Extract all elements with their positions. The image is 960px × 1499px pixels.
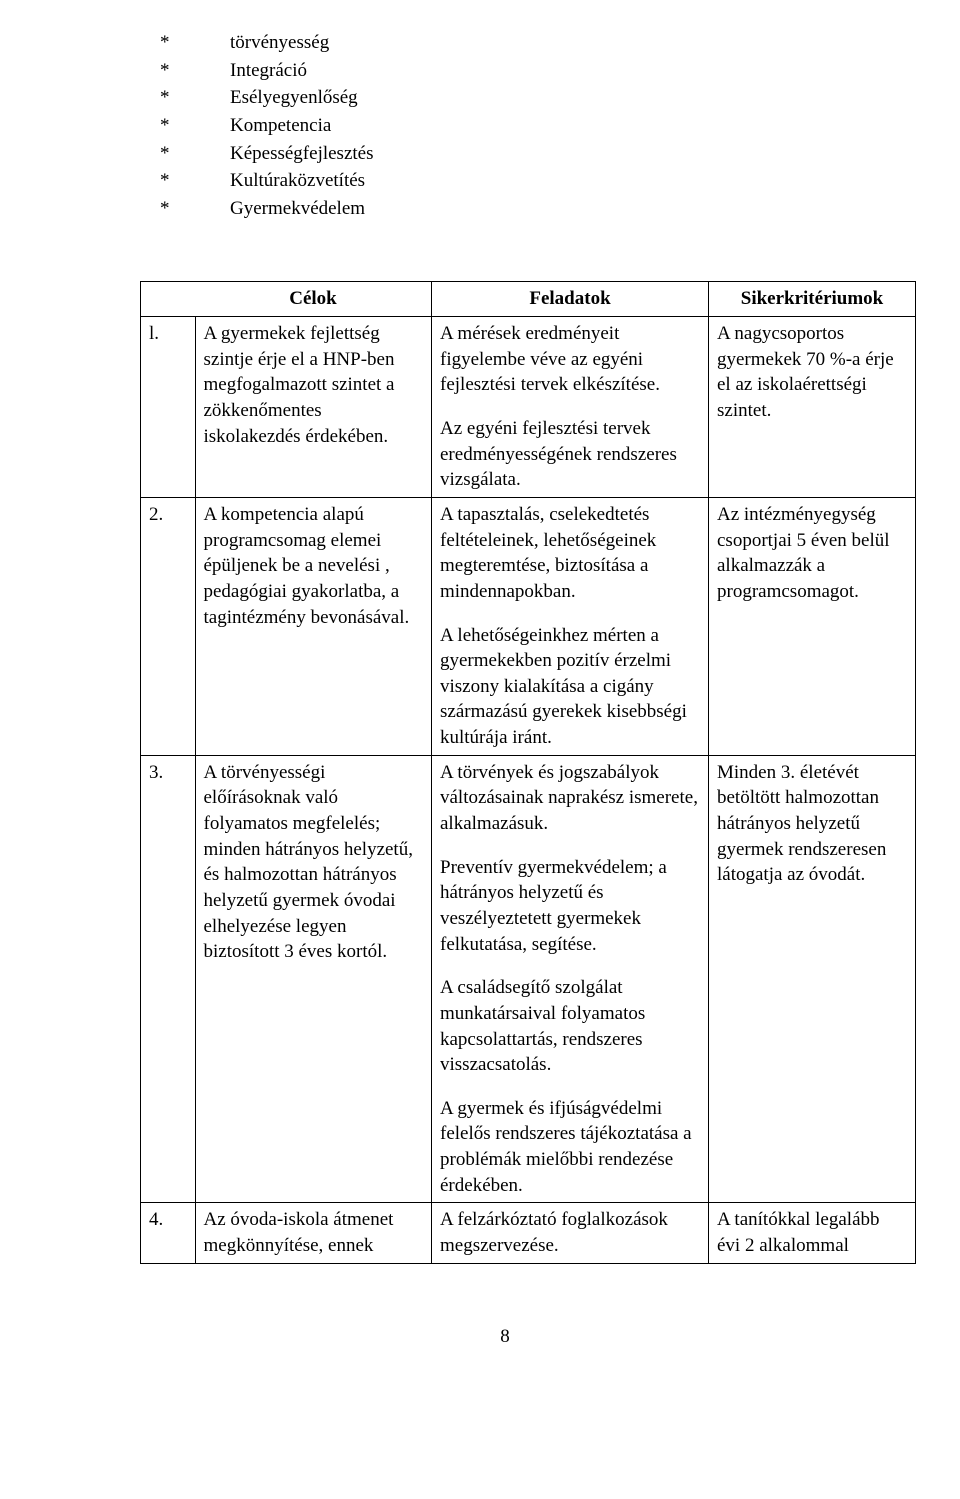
bullet-row: *Képességfejlesztés bbox=[140, 141, 870, 167]
bullet-row: *törvényesség bbox=[140, 30, 870, 56]
bullet-text: Gyermekvédelem bbox=[230, 196, 870, 222]
cell-criteria: A tanítókkal legalább évi 2 alkalommal bbox=[709, 1203, 916, 1263]
task-paragraph: A lehetőségeinkhez mérten a gyermekekben… bbox=[440, 623, 700, 751]
task-paragraph: A tapasztalás, cselekedtetés feltételein… bbox=[440, 502, 700, 605]
header-tasks: Feladatok bbox=[432, 282, 709, 317]
bullet-text: Képességfejlesztés bbox=[230, 141, 870, 167]
table-row: 3.A törvényességi előírásoknak való foly… bbox=[141, 755, 916, 1203]
cell-goal: A törvényességi előírásoknak való folyam… bbox=[195, 755, 432, 1203]
bullet-marker: * bbox=[140, 58, 230, 84]
row-number: 2. bbox=[141, 497, 196, 755]
task-paragraph: A felzárkóztató foglalkozások megszervez… bbox=[440, 1207, 700, 1258]
task-paragraph: A gyermek és ifjúságvédelmi felelős rend… bbox=[440, 1096, 700, 1199]
row-number: 4. bbox=[141, 1203, 196, 1263]
bullet-list: *törvényesség*Integráció*Esélyegyenlőség… bbox=[140, 30, 870, 221]
bullet-row: *Gyermekvédelem bbox=[140, 196, 870, 222]
goals-table: Célok Feladatok Sikerkritériumok l.A gye… bbox=[140, 281, 916, 1263]
header-goals: Célok bbox=[195, 282, 432, 317]
bullet-marker: * bbox=[140, 85, 230, 111]
row-number: 3. bbox=[141, 755, 196, 1203]
table-row: l.A gyermekek fejlettség szintje érje el… bbox=[141, 317, 916, 498]
task-paragraph: A családsegítő szolgálat munkatársaival … bbox=[440, 975, 700, 1078]
table-row: 4.Az óvoda-iskola átmenet megkönnyítése,… bbox=[141, 1203, 916, 1263]
header-criteria: Sikerkritériumok bbox=[709, 282, 916, 317]
cell-tasks: A felzárkóztató foglalkozások megszervez… bbox=[432, 1203, 709, 1263]
bullet-text: törvényesség bbox=[230, 30, 870, 56]
task-paragraph: Az egyéni fejlesztési tervek eredményess… bbox=[440, 416, 700, 493]
cell-goal: A kompetencia alapú programcsomag elemei… bbox=[195, 497, 432, 755]
cell-goal: A gyermekek fejlettség szintje érje el a… bbox=[195, 317, 432, 498]
page-number: 8 bbox=[140, 1324, 870, 1350]
task-paragraph: Preventív gyermekvédelem; a hátrányos he… bbox=[440, 855, 700, 958]
cell-criteria: A nagycsoportos gyermekek 70 %-a érje el… bbox=[709, 317, 916, 498]
bullet-marker: * bbox=[140, 30, 230, 56]
row-number: l. bbox=[141, 317, 196, 498]
task-paragraph: A törvények és jogszabályok változásaina… bbox=[440, 760, 700, 837]
bullet-marker: * bbox=[140, 196, 230, 222]
bullet-marker: * bbox=[140, 168, 230, 194]
cell-criteria: Minden 3. életévét betöltött halmozottan… bbox=[709, 755, 916, 1203]
header-blank bbox=[141, 282, 196, 317]
bullet-row: *Integráció bbox=[140, 58, 870, 84]
task-paragraph: A mérések eredményeit figyelembe véve az… bbox=[440, 321, 700, 398]
cell-tasks: A mérések eredményeit figyelembe véve az… bbox=[432, 317, 709, 498]
table-row: 2.A kompetencia alapú programcsomag elem… bbox=[141, 497, 916, 755]
bullet-row: *Esélyegyenlőség bbox=[140, 85, 870, 111]
cell-goal: Az óvoda-iskola átmenet megkönnyítése, e… bbox=[195, 1203, 432, 1263]
bullet-text: Kompetencia bbox=[230, 113, 870, 139]
bullet-text: Integráció bbox=[230, 58, 870, 84]
bullet-text: Kultúraközvetítés bbox=[230, 168, 870, 194]
cell-tasks: A törvények és jogszabályok változásaina… bbox=[432, 755, 709, 1203]
table-header-row: Célok Feladatok Sikerkritériumok bbox=[141, 282, 916, 317]
bullet-text: Esélyegyenlőség bbox=[230, 85, 870, 111]
bullet-marker: * bbox=[140, 113, 230, 139]
bullet-marker: * bbox=[140, 141, 230, 167]
cell-tasks: A tapasztalás, cselekedtetés feltételein… bbox=[432, 497, 709, 755]
bullet-row: *Kompetencia bbox=[140, 113, 870, 139]
bullet-row: *Kultúraközvetítés bbox=[140, 168, 870, 194]
cell-criteria: Az intézményegység csoportjai 5 éven bel… bbox=[709, 497, 916, 755]
